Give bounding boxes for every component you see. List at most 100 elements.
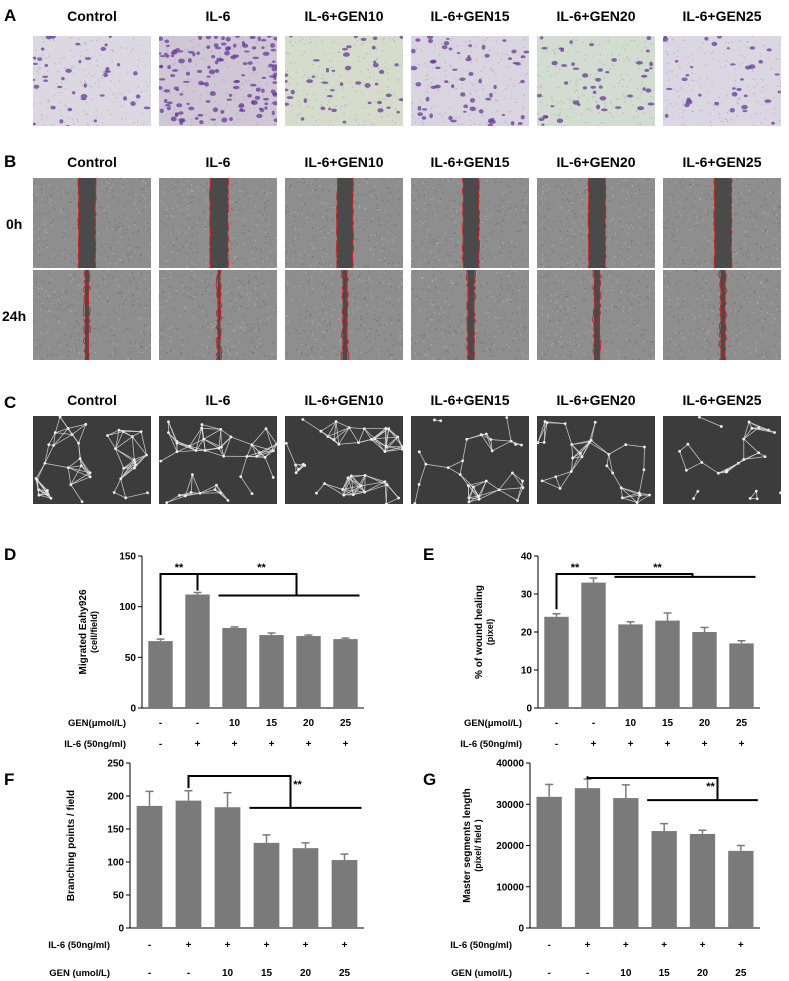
chart-g-sig-1: **	[706, 781, 715, 793]
chart-g-row-1-val-2: 10	[620, 968, 632, 979]
chart-d-row-0-val-4: 20	[303, 718, 315, 729]
chart-e-row-0-val-2: 10	[625, 718, 637, 729]
chart-d-bar-2	[222, 627, 247, 708]
chart-f-row-0-val-5: +	[342, 940, 348, 951]
chart-d-sig-bracket-2	[237, 573, 298, 596]
panel-e-letter: E	[423, 545, 435, 564]
panel-a-label-0: Control	[67, 8, 117, 24]
tube-image-5	[663, 416, 781, 504]
chart-e-row-1-val-3: +	[665, 739, 671, 750]
chart-d-row-0-val-0: -	[159, 718, 162, 729]
wound-image-0h-1	[159, 178, 277, 268]
chart-d-sig-bracket-1	[159, 573, 199, 636]
wound-image-24h-2	[285, 270, 403, 360]
chart-f-sig-bracket	[187, 775, 292, 808]
chart-g-row-0-val-5: +	[738, 940, 744, 951]
panel-a-label-3: IL-6+GEN15	[430, 8, 510, 24]
chart-g-sig-bracket	[586, 776, 719, 801]
chart-g-row-0-val-1: +	[585, 940, 591, 951]
chart-g-bar-4	[689, 833, 716, 928]
tube-image-3	[411, 416, 529, 504]
chart-e-row-0-val-3: 15	[662, 718, 674, 729]
chart-d-row-1-val-4: +	[306, 739, 312, 750]
chart-g-ytick-label: 10000	[496, 882, 524, 893]
chart-g-row-label-0: IL-6 (50ng/ml)	[450, 940, 512, 951]
chart-e-row-0-val-0: -	[555, 718, 558, 729]
chart-g-bar-5	[728, 850, 754, 928]
chart-d-sig-1: **	[175, 562, 184, 574]
chart-g-row-1-val-5: 25	[735, 968, 747, 979]
chart-f-bar-2	[214, 807, 241, 928]
panel-a-label-4: IL-6+GEN20	[556, 8, 636, 24]
transwell-image-2	[285, 36, 403, 126]
chart-f-sig-1: **	[293, 779, 302, 791]
chart-g-row-0-val-2: +	[623, 940, 629, 951]
transwell-image-3	[411, 36, 529, 126]
panel-b-label-1: IL-6	[205, 154, 231, 170]
wound-image-24h-5	[663, 270, 781, 360]
wound-image-24h-3	[411, 270, 529, 360]
chart-d-ylabel-unit: (cell/field)	[89, 611, 99, 653]
chart-f-ylabel: Branching points / field	[66, 790, 77, 901]
chart-g-row-0-val-4: +	[700, 940, 706, 951]
chart-f-row-0-val-2: +	[225, 940, 231, 951]
chart-d-row-0-val-1: -	[196, 718, 199, 729]
chart-f-row-1-val-3: 15	[261, 968, 273, 979]
chart-f-row-1-val-4: 20	[300, 968, 312, 979]
chart-e-bar-2	[618, 624, 643, 708]
chart-d-bar-4	[296, 636, 321, 708]
chart-g-row-0-val-3: +	[661, 940, 667, 951]
chart-f-ytick-label: 100	[107, 858, 124, 869]
chart-d-row-label-1: IL-6 (50ng/ml)	[64, 739, 126, 750]
panel-b-row-24h: 24h	[2, 308, 27, 324]
chart-e-ylabel: % of wound healing	[474, 585, 485, 679]
chart-f-ytick-label: 250	[107, 759, 124, 770]
panel-c-letter: C	[4, 393, 17, 412]
chart-d-row-0-val-5: 25	[340, 718, 352, 729]
panel-b-label-2: IL-6+GEN10	[304, 154, 384, 170]
chart-e-row-0-val-5: 25	[736, 718, 748, 729]
chart-e-row-0-val-1: -	[592, 718, 595, 729]
chart-d-migration: 0 50 100 150 Migrated Eahy926 (cell/field) GEN…	[64, 552, 364, 750]
chart-f-ytick-label: 0	[118, 924, 124, 935]
chart-d-bar-1	[185, 594, 210, 708]
chart-f-row-1-val-1: -	[187, 968, 190, 979]
panel-a-letter: A	[4, 6, 17, 25]
chart-d-row-1-val-1: +	[195, 739, 201, 750]
chart-e-row-1-val-2: +	[628, 739, 634, 750]
panel-c-label-4: IL-6+GEN20	[556, 392, 636, 408]
chart-e-sig-1: **	[571, 562, 580, 574]
wound-image-0h-2	[285, 178, 403, 268]
chart-d-ytick-label: 150	[119, 552, 136, 563]
chart-e-bar-4	[692, 632, 717, 708]
chart-d-bar-0	[148, 641, 173, 708]
tube-image-2	[285, 416, 403, 504]
chart-g-row-1-val-1: -	[586, 968, 589, 979]
chart-d-row-1-val-3: +	[269, 739, 275, 750]
wound-image-0h-3	[411, 178, 529, 268]
chart-g-bar-2	[613, 798, 639, 928]
chart-e-ytick-label: 20	[521, 628, 533, 639]
chart-g-row-0-val-0: -	[547, 940, 550, 951]
chart-e-ytick-label: 30	[521, 590, 533, 601]
chart-f-branching-points: 0 50 100 150 200 250 Branching points / field I…	[48, 759, 364, 979]
chart-f-row-label-0: IL-6 (50ng/ml)	[48, 940, 110, 951]
chart-f-ytick-label: 150	[107, 825, 124, 836]
chart-f-bar-3	[253, 842, 280, 928]
transwell-image-0	[33, 36, 151, 126]
chart-e-row-1-val-4: +	[702, 739, 708, 750]
chart-d-row-0-val-2: 10	[229, 718, 241, 729]
panel-a-label-2: IL-6+GEN10	[304, 8, 384, 24]
chart-g-ytick-label: 20000	[496, 841, 524, 852]
chart-g-row-1-val-4: 20	[697, 968, 709, 979]
chart-e-row-1-val-1: +	[591, 739, 597, 750]
transwell-image-1	[159, 36, 277, 126]
chart-d-bar-3	[259, 635, 284, 708]
chart-f-row-0-val-3: +	[264, 940, 270, 951]
tube-image-0	[33, 416, 151, 504]
panel-b-label-4: IL-6+GEN20	[556, 154, 636, 170]
chart-e-ytick-label: 0	[526, 704, 532, 715]
panel-c-label-3: IL-6+GEN15	[430, 392, 510, 408]
chart-d-row-0-val-3: 15	[266, 718, 278, 729]
chart-d-row-1-val-5: +	[343, 739, 349, 750]
